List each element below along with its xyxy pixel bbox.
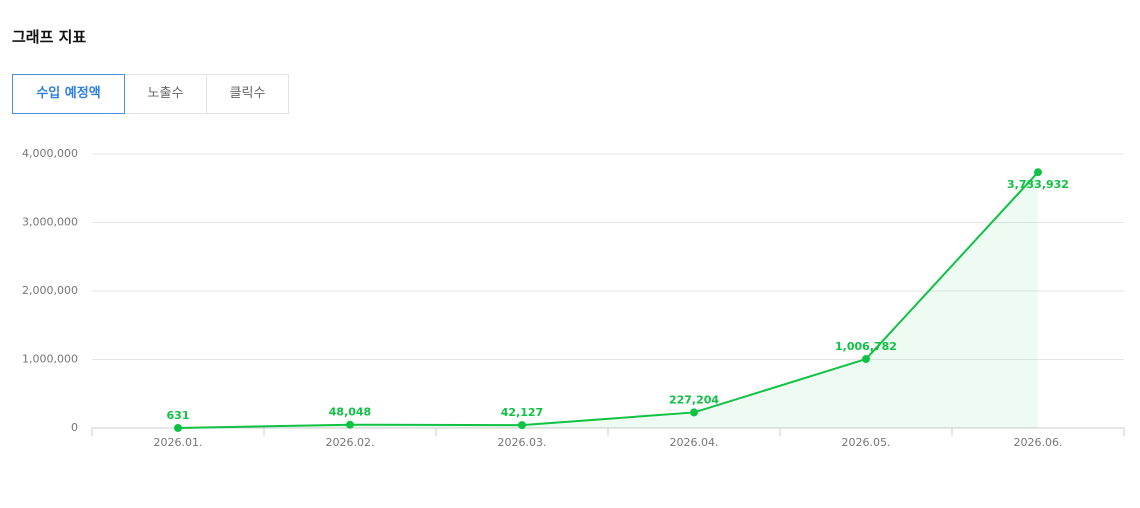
point	[862, 355, 870, 364]
tab-bar: 수입 예정액 노출수 클릭수	[12, 74, 289, 114]
x-tick-label: 2026.05.	[842, 436, 891, 449]
x-tick-label: 2026.02.	[326, 436, 375, 449]
point	[690, 408, 698, 417]
y-tick-label: 4,000,000	[22, 147, 78, 160]
tab[interactable]: 수입 예정액	[12, 74, 125, 114]
x-tick-label: 2026.04.	[670, 436, 719, 449]
data-label: 3,733,932	[1007, 178, 1069, 191]
y-tick-label: 1,000,000	[22, 353, 78, 366]
line	[177, 171, 1039, 429]
x-tick-label: 2026.06.	[1014, 436, 1063, 449]
data-label: 631	[167, 409, 190, 422]
x-tick-label: 2026.03.	[498, 436, 547, 449]
data-label: 48,048	[329, 406, 371, 419]
point	[1034, 168, 1042, 177]
y-tick-label: 0	[71, 421, 78, 434]
data-label: 42,127	[501, 406, 543, 419]
data-label: 1,006,782	[835, 340, 897, 353]
y-tick-label: 2,000,000	[22, 284, 78, 297]
point	[518, 421, 526, 430]
page-title: 그래프 지표	[12, 28, 87, 46]
area	[178, 172, 1038, 428]
data-label: 227,204	[669, 393, 719, 406]
y-tick-label: 3,000,000	[22, 216, 78, 229]
x-tick-label: 2026.01.	[154, 436, 203, 449]
tab[interactable]: 클릭수	[206, 74, 289, 114]
point	[346, 420, 354, 429]
point	[174, 423, 182, 432]
